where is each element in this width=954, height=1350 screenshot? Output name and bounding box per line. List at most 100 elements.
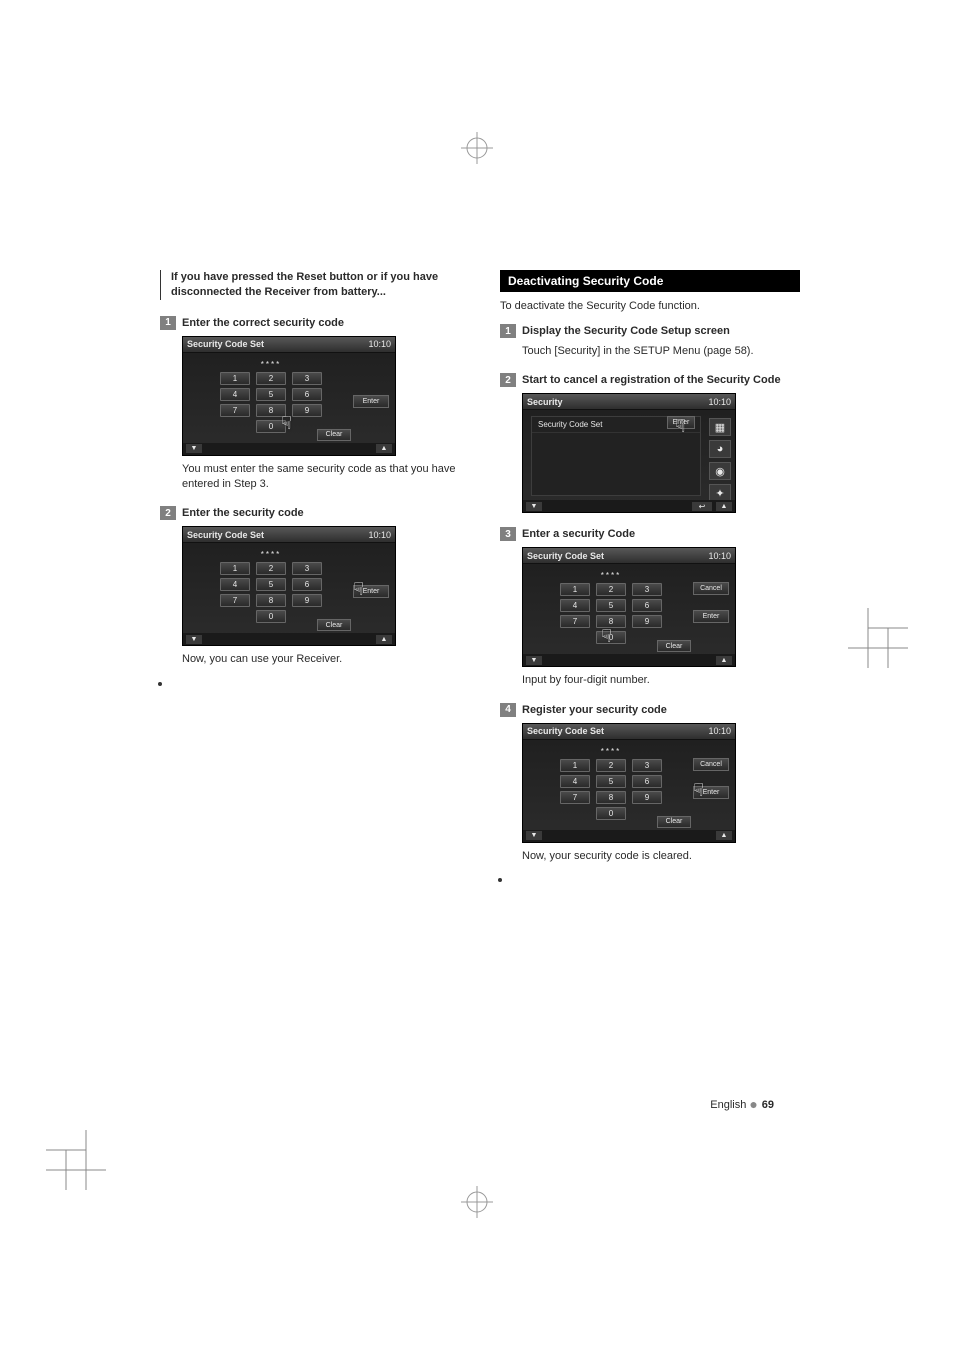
keypad-key[interactable]: 1 xyxy=(220,372,250,385)
right-step-1: 1 Display the Security Code Setup screen… xyxy=(500,324,800,359)
step-title: Display the Security Code Setup screen xyxy=(522,325,730,337)
nav-up-icon[interactable]: ▲ xyxy=(716,656,732,665)
step-body: Now, you can use your Receiver. xyxy=(182,652,460,667)
nav-up-icon[interactable]: ▲ xyxy=(376,635,392,644)
step-number: 2 xyxy=(500,373,516,387)
security-code-screen: Security Code Set 10:10 **** 1 2 3 4 5 xyxy=(182,336,396,456)
keypad-key[interactable]: 4 xyxy=(560,599,590,612)
keypad-key[interactable]: 7 xyxy=(220,404,250,417)
right-step-2: 2 Start to cancel a registration of the … xyxy=(500,373,800,513)
keypad-key[interactable]: 0 xyxy=(596,631,626,644)
nav-up-icon[interactable]: ▲ xyxy=(716,831,732,840)
return-icon[interactable]: ↩ xyxy=(692,502,712,511)
screen-title: Security Code Set xyxy=(187,530,264,540)
keypad-key[interactable]: 7 xyxy=(560,791,590,804)
nav-down-icon[interactable]: ▼ xyxy=(526,831,542,840)
keypad-key[interactable]: 0 xyxy=(256,420,286,433)
keypad-key[interactable]: 5 xyxy=(596,599,626,612)
timeline-end-dot xyxy=(158,682,162,686)
keypad-key[interactable]: 4 xyxy=(220,578,250,591)
keypad-key[interactable]: 8 xyxy=(256,404,286,417)
screen-title: Security xyxy=(527,397,563,407)
step-number: 1 xyxy=(160,316,176,330)
step-body: Now, your security code is cleared. xyxy=(522,849,800,864)
security-code-screen: Security Code Set 10:10 **** 1 2 3 4 5 xyxy=(182,526,396,646)
left-step-2: 2 Enter the security code Security Code … xyxy=(160,506,460,667)
code-display: **** xyxy=(211,359,331,372)
side-icon[interactable]: ▦ xyxy=(709,418,731,436)
crop-mark-left xyxy=(46,1130,106,1190)
enter-button[interactable]: Enter xyxy=(353,585,389,598)
keypad-key[interactable]: 9 xyxy=(632,615,662,628)
keypad-key[interactable]: 1 xyxy=(220,562,250,575)
keypad-key[interactable]: 8 xyxy=(256,594,286,607)
step-body: Input by four-digit number. xyxy=(522,673,800,688)
code-display: **** xyxy=(211,549,331,562)
section-intro: To deactivate the Security Code function… xyxy=(500,300,800,312)
right-column: Deactivating Security Code To deactivate… xyxy=(500,270,800,882)
keypad-key[interactable]: 7 xyxy=(220,594,250,607)
security-menu-screen: Security 10:10 Security Code Set Enter ▦… xyxy=(522,393,736,513)
nav-down-icon[interactable]: ▼ xyxy=(186,444,202,453)
step-title: Enter the security code xyxy=(182,507,304,519)
keypad-key[interactable]: 1 xyxy=(560,759,590,772)
keypad-key[interactable]: 2 xyxy=(596,759,626,772)
keypad-key[interactable]: 9 xyxy=(632,791,662,804)
keypad-key[interactable]: 6 xyxy=(292,578,322,591)
clock: 10:10 xyxy=(708,397,731,407)
keypad-key[interactable]: 3 xyxy=(632,583,662,596)
keypad-key[interactable]: 8 xyxy=(596,791,626,804)
side-icon[interactable]: ◉ xyxy=(709,462,731,480)
clock: 10:10 xyxy=(708,726,731,736)
keypad-key[interactable]: 8 xyxy=(596,615,626,628)
enter-button[interactable]: Enter xyxy=(693,610,729,623)
footer-language: English xyxy=(710,1099,746,1111)
timeline-end-dot xyxy=(498,878,502,882)
nav-up-icon[interactable]: ▲ xyxy=(376,444,392,453)
keypad-key[interactable]: 9 xyxy=(292,404,322,417)
keypad-key[interactable]: 6 xyxy=(632,599,662,612)
cancel-button[interactable]: Cancel xyxy=(693,582,729,595)
security-code-screen: Security Code Set 10:10 **** 1 2 3 4 5 xyxy=(522,547,736,667)
keypad-key[interactable]: 3 xyxy=(292,372,322,385)
keypad-key[interactable]: 2 xyxy=(256,562,286,575)
keypad-key[interactable]: 6 xyxy=(292,388,322,401)
keypad-key[interactable]: 0 xyxy=(256,610,286,623)
enter-button[interactable]: Enter xyxy=(667,416,695,429)
keypad-key[interactable]: 6 xyxy=(632,775,662,788)
step-title: Enter a security Code xyxy=(522,528,635,540)
nav-down-icon[interactable]: ▼ xyxy=(526,656,542,665)
nav-up-icon[interactable]: ▲ xyxy=(716,502,732,511)
code-display: **** xyxy=(551,746,671,759)
right-step-4: 4 Register your security code Security C… xyxy=(500,703,800,864)
keypad-key[interactable]: 1 xyxy=(560,583,590,596)
nav-down-icon[interactable]: ▼ xyxy=(186,635,202,644)
crop-mark-right xyxy=(848,608,908,668)
keypad-key[interactable]: 0 xyxy=(596,807,626,820)
keypad-key[interactable]: 9 xyxy=(292,594,322,607)
keypad-key[interactable]: 2 xyxy=(596,583,626,596)
enter-button[interactable]: Enter xyxy=(693,786,729,799)
keypad-key[interactable]: 3 xyxy=(632,759,662,772)
keypad-key[interactable]: 3 xyxy=(292,562,322,575)
keypad-key[interactable]: 4 xyxy=(560,775,590,788)
enter-button[interactable]: Enter xyxy=(353,395,389,408)
clear-button[interactable]: Clear xyxy=(317,619,351,631)
cancel-button[interactable]: Cancel xyxy=(693,758,729,771)
step-title: Enter the correct security code xyxy=(182,317,344,329)
left-step-1: 1 Enter the correct security code Securi… xyxy=(160,316,460,493)
keypad-key[interactable]: 4 xyxy=(220,388,250,401)
clear-button[interactable]: Clear xyxy=(317,429,351,441)
side-icon-strip: ▦ ◕ ◉ ✦ xyxy=(709,418,731,502)
code-display: **** xyxy=(551,570,671,583)
clear-button[interactable]: Clear xyxy=(657,816,691,828)
step-number: 3 xyxy=(500,527,516,541)
keypad-key[interactable]: 2 xyxy=(256,372,286,385)
keypad-key[interactable]: 5 xyxy=(256,578,286,591)
keypad-key[interactable]: 5 xyxy=(256,388,286,401)
nav-down-icon[interactable]: ▼ xyxy=(526,502,542,511)
side-icon[interactable]: ◕ xyxy=(709,440,731,458)
keypad-key[interactable]: 5 xyxy=(596,775,626,788)
clear-button[interactable]: Clear xyxy=(657,640,691,652)
keypad-key[interactable]: 7 xyxy=(560,615,590,628)
